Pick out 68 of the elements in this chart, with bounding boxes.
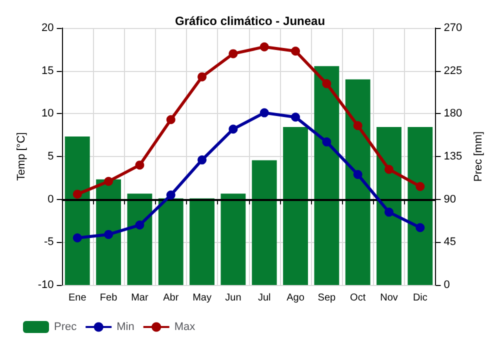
bar	[283, 126, 308, 285]
x-tick-label: Feb	[100, 292, 118, 304]
point	[260, 108, 269, 118]
point	[291, 46, 300, 56]
y2-tick-label: 270	[444, 22, 462, 34]
point	[353, 170, 362, 179]
x-tick-label: May	[192, 292, 212, 304]
y-tick-label: 20	[42, 22, 54, 34]
y-tick-label: -10	[38, 279, 54, 291]
x-tick-label: Mar	[131, 292, 149, 304]
point	[198, 72, 207, 82]
point	[72, 190, 82, 199]
y-tick-label: 0	[48, 193, 54, 206]
point	[322, 79, 332, 88]
point	[353, 121, 362, 130]
bar	[408, 126, 433, 285]
x-tick-label: Ene	[68, 292, 87, 304]
y2-tick-label: 90	[444, 193, 456, 206]
bar	[64, 136, 90, 285]
bar	[190, 198, 214, 285]
point	[384, 164, 394, 174]
point	[416, 182, 425, 191]
y2-tick-label: 45	[444, 236, 456, 248]
x-tick-label: Sep	[318, 292, 336, 304]
y-tick-label: 10	[42, 108, 54, 120]
bar	[158, 198, 184, 285]
bar	[345, 79, 370, 285]
bar	[314, 66, 340, 285]
point	[416, 223, 425, 232]
y2-tick-label: 135	[444, 150, 462, 162]
x-tick-label: Nov	[380, 292, 398, 304]
y2-axis-title: Prec [mm]	[472, 131, 484, 182]
x-tick-label: Jul	[258, 292, 271, 304]
y2-tick-label: 180	[444, 108, 462, 120]
point	[228, 124, 238, 134]
point	[72, 233, 82, 242]
y-axis-title: Temp [°C]	[16, 132, 28, 181]
legend-label: Prec	[54, 321, 78, 333]
point	[260, 42, 269, 52]
y-tick-label: 5	[48, 150, 54, 162]
y2-tick-label: 0	[444, 279, 450, 291]
point	[166, 190, 176, 200]
point	[104, 176, 114, 186]
x-tick-label: Ago	[286, 292, 305, 304]
x-tick-label: Dic	[412, 292, 428, 304]
point	[135, 220, 144, 230]
chart-title: Gráfico climático - Juneau	[174, 14, 326, 28]
bar	[96, 179, 122, 285]
point	[291, 112, 300, 122]
y-tick-label: 15	[42, 64, 54, 77]
point	[198, 155, 207, 164]
bar	[376, 126, 402, 285]
legend-label: Max	[174, 321, 196, 333]
x-tick-label: Abr	[163, 292, 180, 304]
point	[104, 230, 114, 239]
legend-label: Min	[116, 321, 134, 333]
bar	[127, 194, 152, 285]
bar	[252, 160, 277, 285]
point	[384, 208, 394, 217]
point	[135, 160, 144, 170]
x-tick-label: Oct	[350, 292, 366, 304]
bar	[220, 194, 246, 285]
y-tick-label: -5	[44, 236, 54, 248]
point	[228, 49, 238, 58]
x-tick-label: Jun	[225, 292, 242, 304]
point	[322, 137, 332, 146]
y2-tick-label: 225	[444, 64, 462, 77]
point	[166, 115, 176, 124]
